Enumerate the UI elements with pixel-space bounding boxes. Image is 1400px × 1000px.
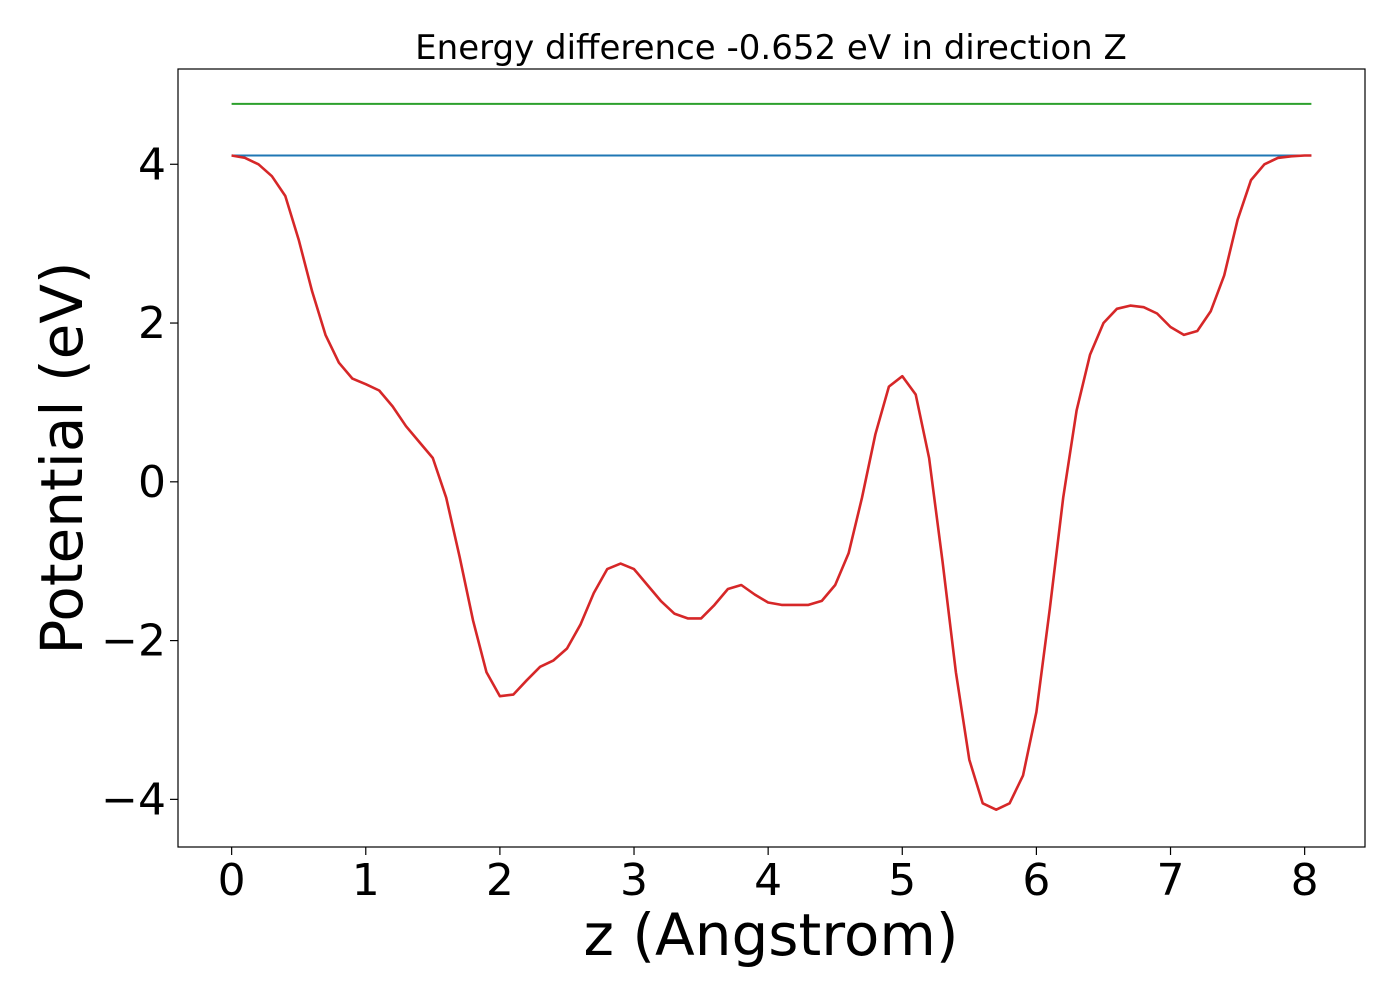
y-axis-label: Potential (eV) xyxy=(28,261,96,654)
plot-frame xyxy=(177,68,1366,848)
y-tick-label: −4 xyxy=(101,774,166,825)
x-tick-label: 6 xyxy=(1022,855,1050,906)
x-tick-label: 8 xyxy=(1291,855,1319,906)
y-axis: −4 −2 0 2 4 xyxy=(101,139,178,825)
x-tick-label: 1 xyxy=(352,855,380,906)
y-tick-label: −2 xyxy=(101,616,166,667)
y-tick-label: 4 xyxy=(138,139,166,190)
y-tick-label: 0 xyxy=(138,457,166,508)
x-axis: 0 1 2 3 4 5 6 7 8 xyxy=(218,847,1319,906)
x-tick-label: 0 xyxy=(218,855,246,906)
x-tick-label: 7 xyxy=(1157,855,1185,906)
y-tick-label: 2 xyxy=(138,298,166,349)
x-tick-label: 4 xyxy=(754,855,782,906)
series-line-2 xyxy=(231,154,1312,812)
x-tick-label: 3 xyxy=(620,855,648,906)
x-axis-label: z (Angstrom) xyxy=(584,901,959,969)
x-tick-label: 5 xyxy=(888,855,916,906)
chart-title: Energy difference -0.652 eV in direction… xyxy=(415,28,1127,68)
x-tick-label: 2 xyxy=(486,855,514,906)
series-layer xyxy=(231,102,1312,812)
